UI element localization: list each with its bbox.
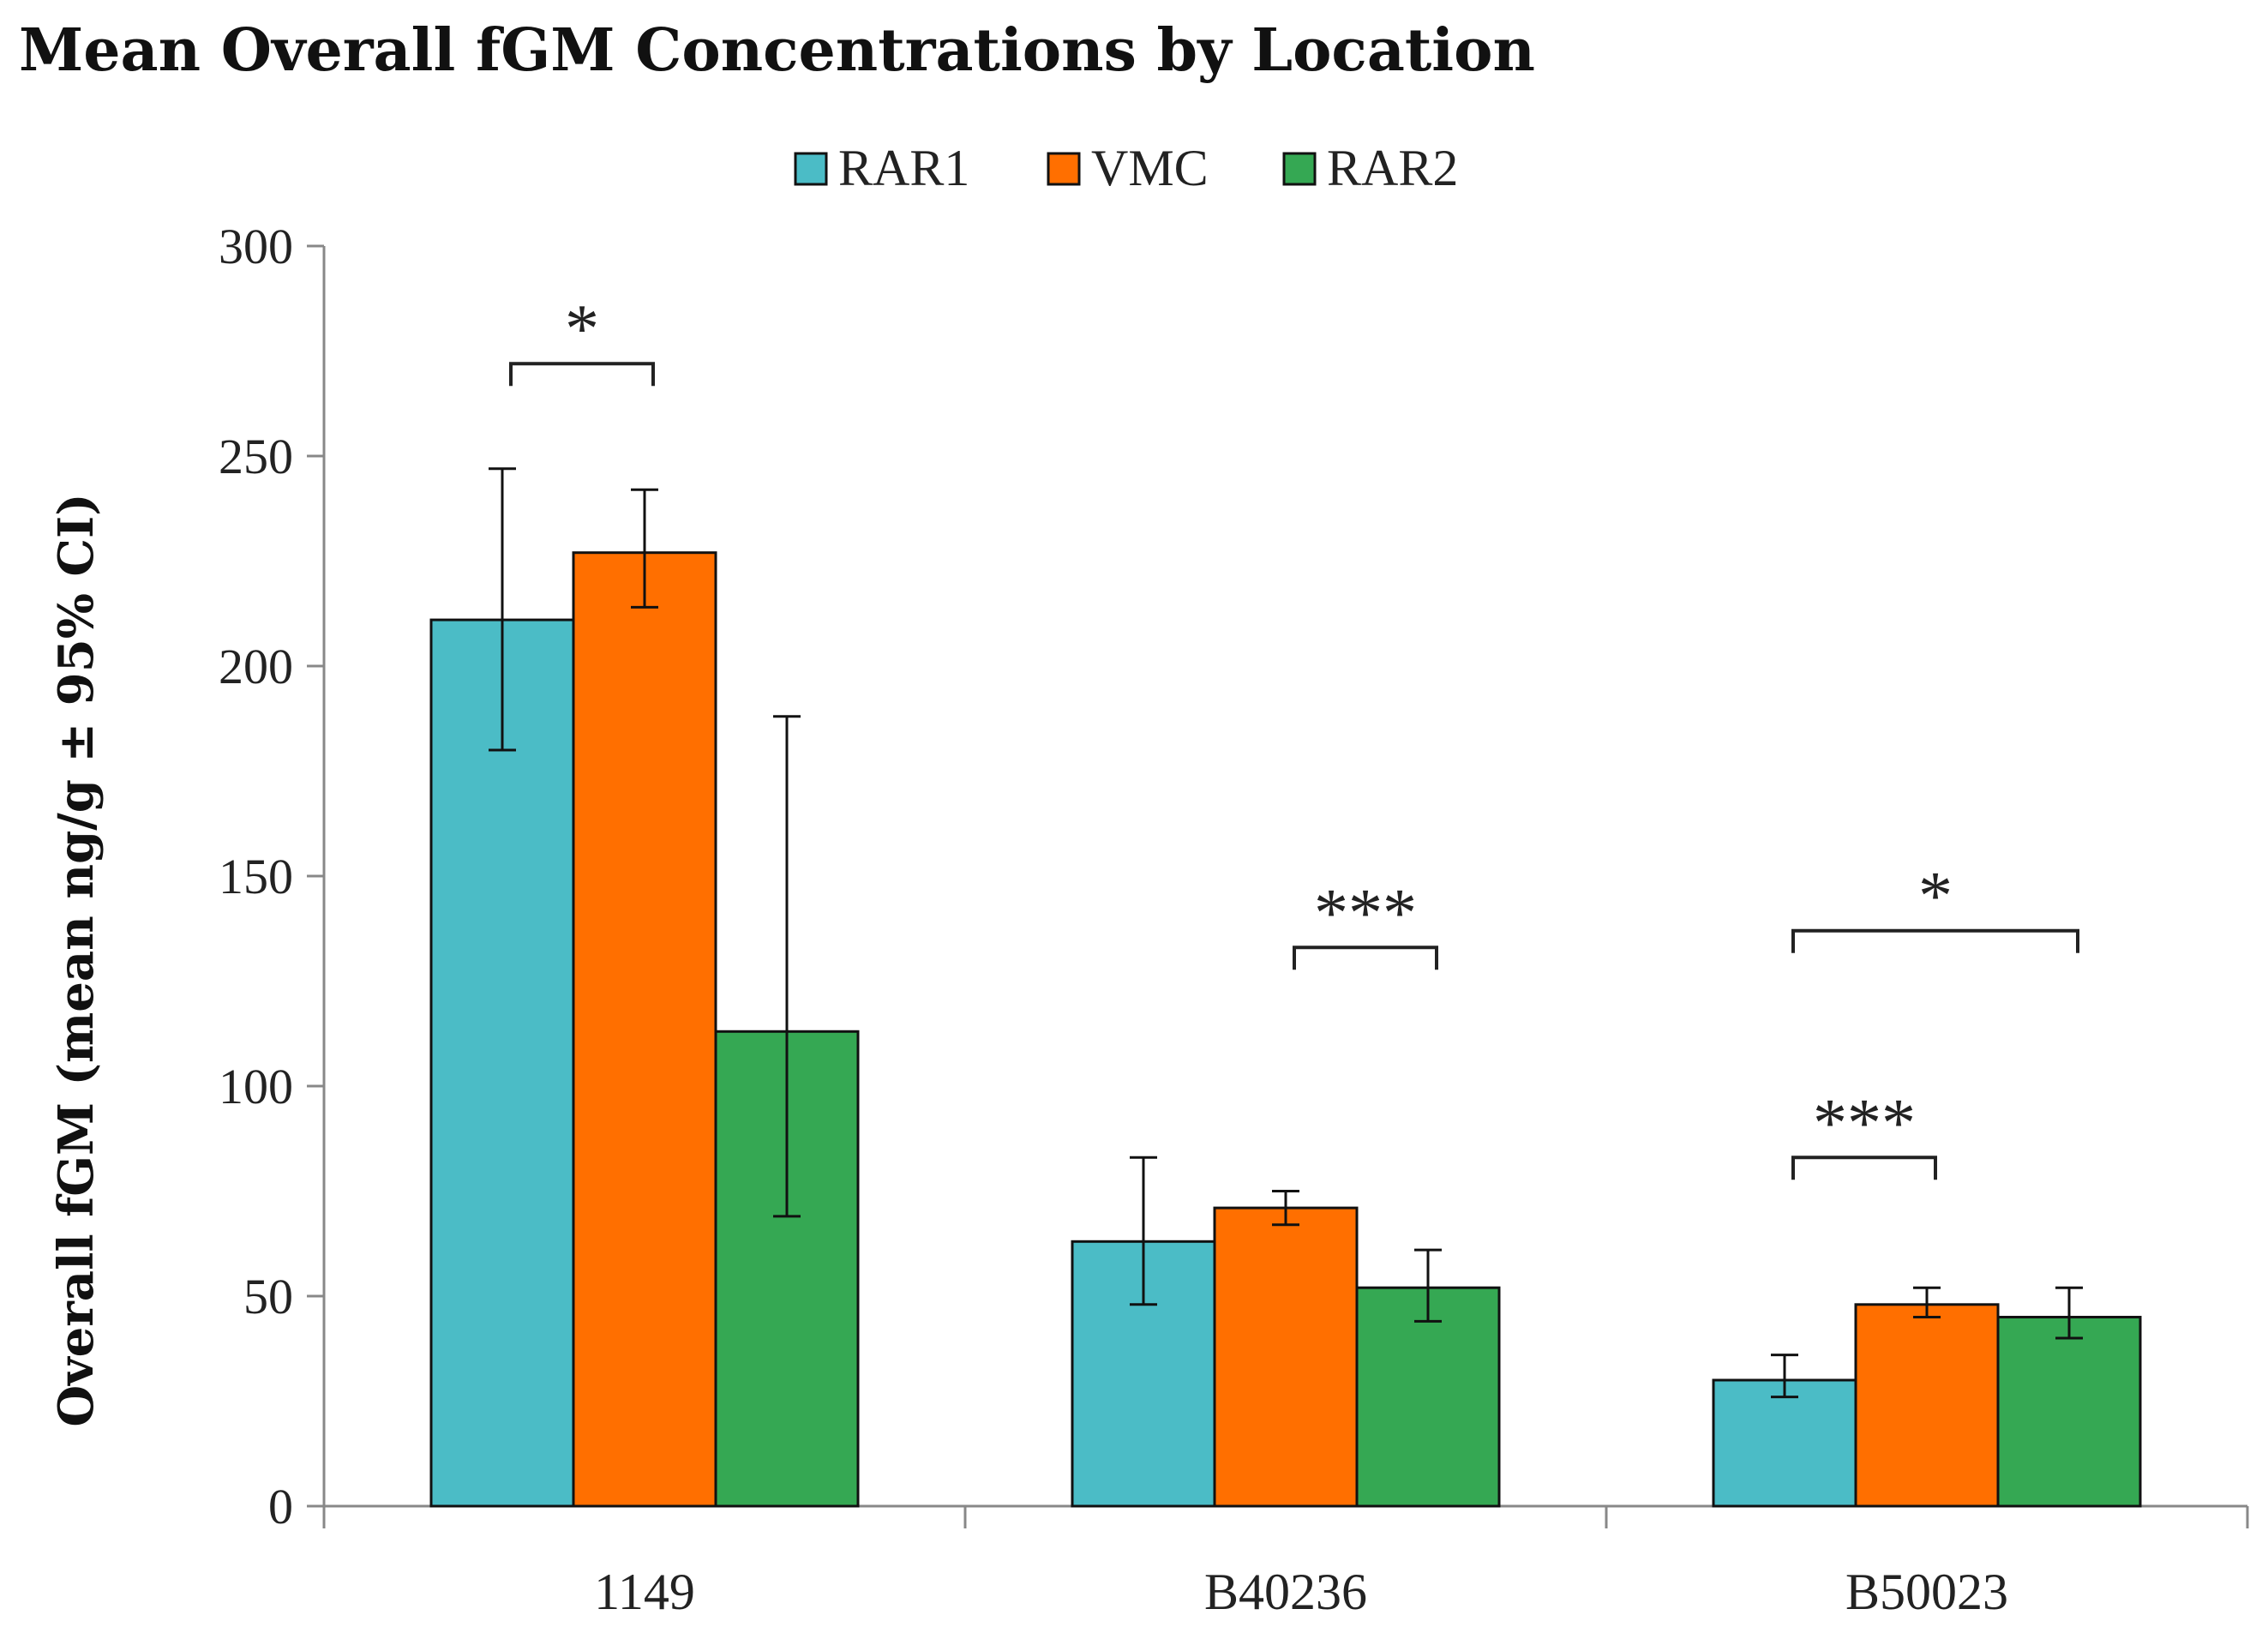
bar-vmc-1149 [572,551,717,1508]
legend-swatch [1047,152,1081,186]
significance-label: * [1918,859,1953,934]
bar-rar2-b50023 [1996,1316,2142,1508]
significance-annotations: **** **** [509,291,2079,1180]
bar-rar1-1149 [429,618,575,1508]
error-bar-rar1-1149 [489,467,516,752]
legend: RAR1 VMC RAR2 [794,140,1458,196]
x-tick-label: 1149 [594,1564,695,1620]
y-tick-label: 100 [219,1059,293,1114]
error-bar-rar1-b50023 [1771,1354,1798,1399]
error-bar-vmc-1149 [631,488,658,609]
y-tick-label: 50 [243,1269,293,1324]
x-tick-label: B50023 [1845,1564,2008,1620]
legend-item-rar2: RAR2 [1282,140,1458,196]
error-bars [489,467,2083,1399]
error-bar-rar2-b40236 [1414,1248,1442,1323]
significance-label: *** [1314,875,1417,951]
legend-item-vmc: VMC [1047,140,1209,196]
y-axis-label: Overall fGM (mean ng/g ± 95% CI) [48,493,105,1426]
error-bar-vmc-b50023 [1913,1286,1941,1318]
legend-label: RAR2 [1327,140,1458,196]
significance-bracket: *** [1791,1085,1937,1180]
legend-swatch [794,152,828,186]
y-tick-label: 300 [219,219,293,274]
y-tick-label: 250 [219,429,293,484]
chart-title: Mean Overall fGM Concentrations by Locat… [19,16,1535,85]
error-bar-vmc-b40236 [1272,1190,1299,1227]
significance-label: * [565,291,599,367]
error-bar-rar2-1149 [773,715,801,1218]
legend-item-rar1: RAR1 [794,140,969,196]
y-tick-label: 200 [219,639,293,694]
bar-rar2-b40236 [1355,1286,1501,1508]
legend-label: RAR1 [838,140,969,196]
significance-bracket: * [1791,859,2079,953]
bar-vmc-b50023 [1854,1303,2000,1508]
y-tick-label: 0 [268,1479,293,1534]
significance-bracket: * [509,291,655,387]
bar-vmc-b40236 [1213,1206,1359,1508]
legend-label: VMC [1091,140,1209,196]
bars [429,551,2142,1508]
error-bar-rar1-b40236 [1130,1156,1157,1306]
y-tick-label: 150 [219,849,293,904]
significance-label: *** [1813,1085,1916,1161]
significance-bracket: *** [1293,875,1438,970]
bar-rar1-b50023 [1712,1378,1857,1508]
x-tick-label: B40236 [1204,1564,1367,1620]
legend-swatch [1282,152,1317,186]
error-bar-rar2-b50023 [2055,1286,2083,1340]
